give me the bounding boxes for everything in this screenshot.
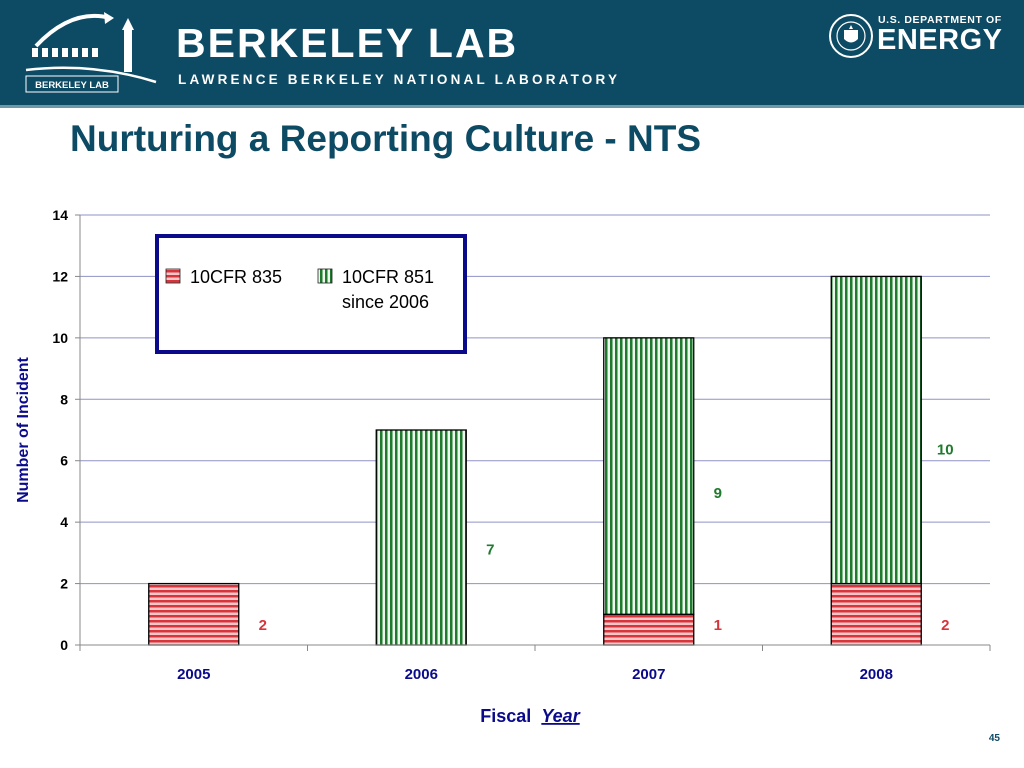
bar-851-2008 <box>830 275 922 585</box>
x-tick-label-2006: 2006 <box>405 666 438 683</box>
legend: 10CFR 835 10CFR 851 since 2006 <box>155 234 467 354</box>
header-divider <box>0 105 1024 108</box>
x-tick-label-2005: 2005 <box>177 666 210 683</box>
bar-chart: 0 2 4 6 8 10 12 14 2 2005 7 2006 1 9 2007 2 10 2008 10CFR… <box>15 207 991 726</box>
labels: 0 2 4 6 8 10 12 14 2 2005 7 2006 1 9 2007 2 10 2008 <box>52 207 953 683</box>
y-tick-label-12: 12 <box>52 268 68 284</box>
lab-subtitle: LAWRENCE BERKELEY NATIONAL LABORATORY <box>178 72 621 87</box>
doe-department-text: U.S. DEPARTMENT OF <box>878 14 1002 26</box>
y-tick-label-0: 0 <box>60 637 68 653</box>
data-label-835-2005: 2 <box>259 617 267 634</box>
x-tick-label-2007: 2007 <box>632 666 665 683</box>
legend-label-835: 10CFR 835 <box>190 267 282 287</box>
bars <box>148 275 922 646</box>
slide-title: Nurturing a Reporting Culture - NTS <box>70 118 702 159</box>
legend-label-851-line2: since 2006 <box>342 292 429 312</box>
x-axis-label: Fiscal Year <box>480 706 580 726</box>
lab-name: BERKELEY LAB <box>176 20 519 66</box>
y-tick-label-4: 4 <box>60 514 68 530</box>
bar-851-2006 <box>375 429 467 646</box>
x-tick-label-2008: 2008 <box>860 666 893 683</box>
data-label-851-2007: 9 <box>714 485 722 502</box>
legend-swatch-835 <box>165 268 181 284</box>
legend-swatch-851 <box>317 268 333 284</box>
slide-number: 45 <box>988 733 1000 744</box>
y-tick-label-6: 6 <box>60 453 68 469</box>
data-label-851-2006: 7 <box>486 542 494 559</box>
bar-835-2007 <box>603 613 695 646</box>
doe-energy-text: ENERGY <box>877 24 1003 56</box>
data-label-851-2008: 10 <box>937 442 954 459</box>
bar-851-2007 <box>603 337 695 615</box>
y-tick-label-10: 10 <box>52 330 68 346</box>
data-label-835-2007: 1 <box>714 617 722 634</box>
y-axis-label: Number of Incident <box>15 356 32 502</box>
data-label-835-2008: 2 <box>941 617 949 634</box>
doe-seal-icon <box>829 14 873 58</box>
y-tick-label-8: 8 <box>60 391 68 407</box>
header-banner: BERKELEY LAB BERKELEY LAB LAWRENCE BERKE… <box>0 0 1024 105</box>
x-axis-label-year: Year <box>541 706 580 726</box>
x-axis-label-fiscal: Fiscal <box>480 706 531 726</box>
y-tick-label-2: 2 <box>60 576 68 592</box>
legend-label-851: 10CFR 851 <box>342 267 434 287</box>
bar-835-2005 <box>148 582 240 646</box>
y-tick-label-14: 14 <box>52 207 68 223</box>
berkeley-lab-logo-icon: BERKELEY LAB <box>25 12 157 93</box>
logo-label: BERKELEY LAB <box>35 80 109 91</box>
axes <box>75 214 991 651</box>
bar-835-2008 <box>830 582 922 646</box>
